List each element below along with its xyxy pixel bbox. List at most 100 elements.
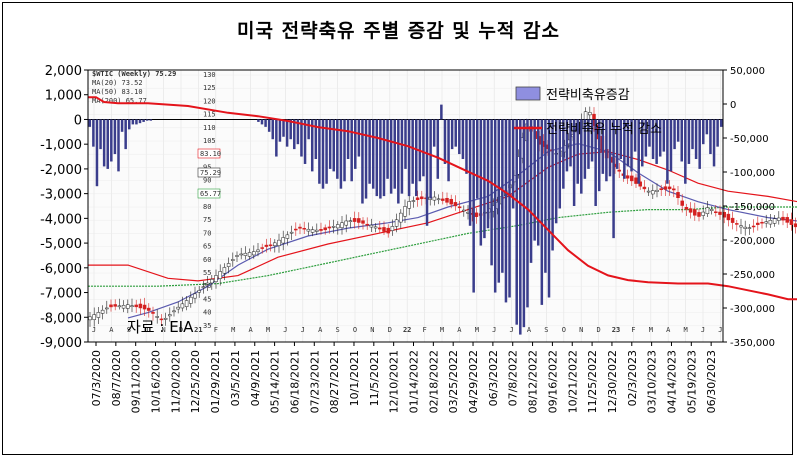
inset-price-flag-label: 75.29 <box>200 169 221 177</box>
left-tick-label: -7,000 <box>40 287 82 302</box>
weekly-change-bar <box>149 119 153 121</box>
inset-month-label: J <box>92 326 96 334</box>
inset-candle <box>378 227 382 230</box>
weekly-change-bar <box>310 119 314 172</box>
weekly-change-bar <box>393 119 396 189</box>
weekly-change-bar <box>486 119 490 229</box>
bottom-tick-label: 11/20/2020 <box>169 350 182 413</box>
inset-candle <box>151 311 155 314</box>
inset-month-label: M <box>649 326 653 334</box>
weekly-change-bar <box>637 119 640 184</box>
bottom-tick-label: 08/7/2020 <box>110 350 123 406</box>
weekly-change-bar <box>551 119 554 251</box>
weekly-change-bar <box>694 119 698 160</box>
weekly-change-bar <box>501 119 504 273</box>
inset-candle <box>638 181 642 187</box>
inset-candle <box>247 252 252 257</box>
inset-candle <box>193 293 197 299</box>
inset-candle <box>445 197 449 203</box>
weekly-change-bar <box>321 119 325 189</box>
weekly-change-bar <box>343 119 346 182</box>
inset-candle <box>369 224 374 228</box>
legend-bar-swatch <box>515 86 541 101</box>
bottom-tick-label: 01/29/2021 <box>209 350 222 413</box>
weekly-change-bar <box>702 119 705 145</box>
weekly-change-bar <box>436 119 440 179</box>
left-tick-label: -3,000 <box>40 188 82 203</box>
inset-candle <box>739 225 743 228</box>
inset-month-label: J <box>509 326 513 334</box>
inset-candle <box>676 192 680 199</box>
bottom-tick-label: 11/25/2022 <box>586 350 599 413</box>
inset-candle <box>306 228 311 232</box>
weekly-change-bar <box>128 119 131 130</box>
inset-candle <box>189 296 193 304</box>
inset-candle <box>121 305 126 309</box>
weekly-change-bar <box>536 119 540 246</box>
weekly-change-bar <box>558 119 562 209</box>
inset-month-label: A <box>318 326 323 334</box>
inset-candle <box>718 211 722 215</box>
weekly-change-bar <box>669 119 673 172</box>
inset-candle <box>197 290 201 293</box>
inset-candle <box>655 189 659 192</box>
weekly-change-bar <box>479 119 483 246</box>
bottom-tick-label: 04/29/2022 <box>467 350 480 413</box>
weekly-change-bar <box>303 119 307 164</box>
weekly-change-bar <box>138 119 142 124</box>
inset-candle <box>210 279 214 284</box>
weekly-change-bar <box>601 119 605 174</box>
inset-candle <box>256 249 260 252</box>
bottom-tick-label: 02/3/2023 <box>626 350 639 406</box>
bottom-tick-label: 12/10/2021 <box>388 350 401 413</box>
bottom-tick-label: 11/5/2021 <box>368 350 381 406</box>
weekly-change-bar <box>425 119 429 226</box>
left-tick-label: -1,000 <box>40 138 82 153</box>
weekly-change-bar <box>267 119 271 132</box>
inset-candle <box>159 318 164 321</box>
inset-candle <box>651 190 655 195</box>
weekly-change-bar <box>332 119 335 172</box>
weekly-change-bar <box>361 119 364 204</box>
weekly-change-bar <box>447 119 450 182</box>
bottom-tick-label: 12/30/2022 <box>606 350 619 413</box>
cumulative-line-path <box>88 96 797 301</box>
inset-month-label: A <box>457 326 462 334</box>
inset-candle <box>130 305 134 307</box>
weekly-change-bar <box>526 119 529 308</box>
inset-price-tick: 80 <box>203 203 211 211</box>
weekly-change-bar <box>257 119 260 122</box>
weekly-change-bar <box>633 119 637 152</box>
inset-candle <box>390 226 395 231</box>
inset-candle <box>277 239 281 246</box>
bottom-tick-label: 03/25/2022 <box>447 350 460 413</box>
inset-month-label: F <box>631 326 635 334</box>
weekly-change-bar <box>565 119 569 172</box>
inset-price-flag-label: 65.77 <box>200 190 221 198</box>
inset-candle <box>218 271 222 279</box>
weekly-change-bar <box>529 119 533 263</box>
weekly-change-bar <box>691 119 694 150</box>
inset-candle <box>105 307 109 310</box>
weekly-change-bar <box>547 119 551 298</box>
inset-month-label: D <box>179 326 183 334</box>
weekly-change-bar <box>515 119 518 325</box>
bottom-tick-label: 12/25/2020 <box>189 350 202 413</box>
weekly-change-bar <box>407 119 411 197</box>
weekly-change-bar <box>260 119 264 125</box>
weekly-change-bar <box>440 104 443 120</box>
inset-month-label: J <box>301 326 305 334</box>
axes: 2,000 1,000 0 -1,000 -2,000 -3,000 -4,000 -5,00… <box>40 64 775 413</box>
inset-candle <box>138 303 143 309</box>
weekly-change-bar <box>400 119 404 194</box>
inset-month-label: O <box>562 326 566 334</box>
weekly-change-bar <box>318 119 321 184</box>
inset-candle <box>646 190 651 193</box>
inset-candle <box>453 202 458 207</box>
weekly-change-bar <box>371 119 375 189</box>
inset-candle <box>92 314 96 320</box>
inset-month-label: S <box>544 326 548 334</box>
inset-candle <box>386 227 390 234</box>
weekly-change-bar <box>576 119 579 184</box>
right-tick-label: -200,000 <box>730 236 775 247</box>
